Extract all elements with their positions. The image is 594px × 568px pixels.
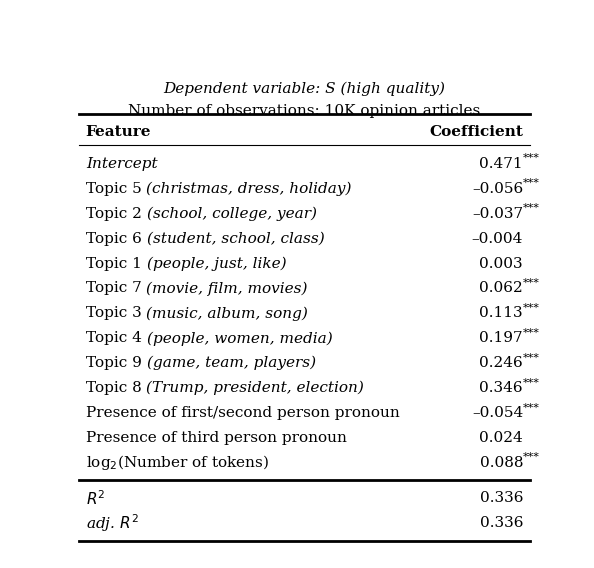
Text: 0.336: 0.336 <box>479 491 523 506</box>
Text: ***: *** <box>523 452 540 462</box>
Text: (christmas, dress, holiday): (christmas, dress, holiday) <box>146 182 352 196</box>
Text: Topic 7: Topic 7 <box>86 282 146 295</box>
Text: ***: *** <box>523 303 540 313</box>
Text: 0.197: 0.197 <box>479 331 523 345</box>
Text: Presence of third person pronoun: Presence of third person pronoun <box>86 431 347 445</box>
Text: –0.056: –0.056 <box>472 182 523 196</box>
Text: Topic 3: Topic 3 <box>86 306 146 320</box>
Text: Topic 5: Topic 5 <box>86 182 146 196</box>
Text: (game, team, players): (game, team, players) <box>147 356 315 370</box>
Text: Intercept: Intercept <box>86 157 157 171</box>
Text: Number of observations: 10K opinion articles: Number of observations: 10K opinion arti… <box>128 104 481 118</box>
Text: Topic 2: Topic 2 <box>86 207 147 221</box>
Text: 0.471: 0.471 <box>479 157 523 171</box>
Text: ***: *** <box>523 178 540 188</box>
Text: Dependent variable: S (high quality): Dependent variable: S (high quality) <box>163 81 446 95</box>
Text: 0.346: 0.346 <box>479 381 523 395</box>
Text: (music, album, song): (music, album, song) <box>146 306 308 320</box>
Text: –0.054: –0.054 <box>472 406 523 420</box>
Text: 0.088: 0.088 <box>479 456 523 470</box>
Text: Topic 1: Topic 1 <box>86 257 147 270</box>
Text: (people, just, like): (people, just, like) <box>147 256 286 271</box>
Text: Feature: Feature <box>86 125 151 139</box>
Text: 0.062: 0.062 <box>479 282 523 295</box>
Text: ***: *** <box>523 403 540 412</box>
Text: log$_2$(Number of tokens): log$_2$(Number of tokens) <box>86 453 269 473</box>
Text: adj. $R^2$: adj. $R^2$ <box>86 512 138 534</box>
Text: (school, college, year): (school, college, year) <box>147 207 317 221</box>
Text: Coefficient: Coefficient <box>429 125 523 139</box>
Text: 0.246: 0.246 <box>479 356 523 370</box>
Text: ***: *** <box>523 153 540 163</box>
Text: 0.336: 0.336 <box>479 516 523 531</box>
Text: Topic 4: Topic 4 <box>86 331 147 345</box>
Text: Topic 6: Topic 6 <box>86 232 147 245</box>
Text: (people, women, media): (people, women, media) <box>147 331 332 345</box>
Text: Topic 8: Topic 8 <box>86 381 146 395</box>
Text: 0.003: 0.003 <box>479 257 523 270</box>
Text: ***: *** <box>523 378 540 387</box>
Text: Topic 9: Topic 9 <box>86 356 147 370</box>
Text: (movie, film, movies): (movie, film, movies) <box>146 281 308 296</box>
Text: 0.113: 0.113 <box>479 306 523 320</box>
Text: 0.024: 0.024 <box>479 431 523 445</box>
Text: ***: *** <box>523 203 540 213</box>
Text: –0.004: –0.004 <box>472 232 523 245</box>
Text: ***: *** <box>523 328 540 337</box>
Text: (student, school, class): (student, school, class) <box>147 232 324 245</box>
Text: ***: *** <box>523 278 540 288</box>
Text: (Trump, president, election): (Trump, president, election) <box>146 381 364 395</box>
Text: Presence of first/second person pronoun: Presence of first/second person pronoun <box>86 406 400 420</box>
Text: –0.037: –0.037 <box>472 207 523 221</box>
Text: $R^2$: $R^2$ <box>86 489 105 508</box>
Text: ***: *** <box>523 353 540 362</box>
